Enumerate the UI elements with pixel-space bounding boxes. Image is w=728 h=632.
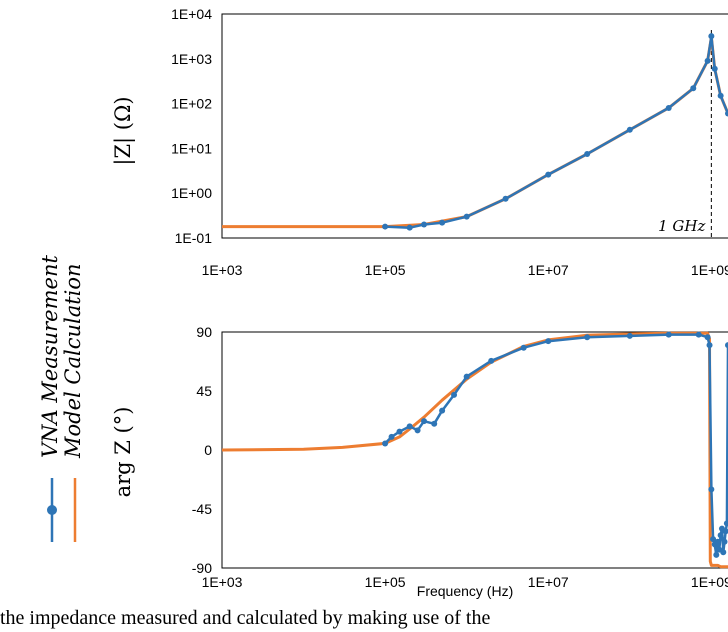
vna-measurement-point bbox=[704, 57, 711, 64]
y-tick-label: -90 bbox=[192, 560, 212, 576]
vna-measurement-point bbox=[706, 342, 713, 349]
vna-measurement-point bbox=[421, 221, 428, 228]
top-y-axis-label: |Z| (Ω) bbox=[111, 96, 136, 165]
figure-caption-fragment: the impedance measured and calculated by… bbox=[0, 607, 491, 629]
vna-measurement-point bbox=[725, 110, 728, 117]
plot-frame bbox=[221, 13, 728, 239]
model-calculation-line bbox=[222, 331, 728, 569]
y-tick-label: 1E+01 bbox=[171, 140, 212, 156]
vna-measurement-point bbox=[439, 407, 446, 414]
vna-measurement-point bbox=[545, 338, 552, 345]
vna-measurement-point bbox=[431, 420, 438, 427]
model-calculation-line bbox=[222, 35, 728, 229]
vna-measurement-point bbox=[406, 224, 413, 231]
vna-measurement-point bbox=[713, 551, 720, 558]
vna-measurement-point bbox=[721, 538, 728, 545]
vna-measurement-point bbox=[708, 33, 715, 40]
y-tick-label: 1E-01 bbox=[175, 230, 213, 246]
y-tick-label: 1E+03 bbox=[171, 51, 212, 67]
vna-measurement-point bbox=[626, 332, 633, 339]
vna-measurement-point bbox=[665, 104, 672, 111]
vna-measurement-point bbox=[382, 223, 389, 230]
y-tick-label: 90 bbox=[196, 324, 212, 340]
x-tick-label: 1E+09 bbox=[691, 574, 728, 590]
vna-measurement-point bbox=[626, 126, 633, 133]
x-tick-label: 1E+05 bbox=[365, 574, 406, 590]
y-tick-label: 1E+02 bbox=[171, 96, 212, 112]
legend-label-measurement: VNA Measurement bbox=[38, 255, 62, 458]
x-tick-label: 1E+03 bbox=[202, 262, 243, 278]
x-tick-label: 1E+03 bbox=[202, 574, 243, 590]
vna-measurement-point bbox=[520, 344, 527, 351]
vna-measurement-point bbox=[708, 486, 715, 493]
x-axis-label: Frequency (Hz) bbox=[417, 583, 513, 599]
y-tick-label: 1E+00 bbox=[171, 185, 212, 201]
vna-measurement-point bbox=[502, 195, 509, 202]
legend-label-model: Model Calculation bbox=[61, 263, 85, 459]
y-tick-label: 1E+04 bbox=[171, 6, 212, 22]
vna-measurement-line bbox=[384, 333, 728, 557]
y-tick-label: -45 bbox=[192, 501, 212, 517]
vna-measurement-point bbox=[584, 150, 591, 157]
vna-measurement-point bbox=[714, 538, 721, 545]
vna-measurement-point bbox=[451, 391, 458, 398]
vna-measurement-point bbox=[720, 549, 727, 556]
legend-item-model: Model Calculation bbox=[61, 263, 85, 542]
vna-measurement-point bbox=[584, 334, 591, 341]
vna-measurement-point bbox=[717, 92, 724, 99]
vna-measurement-line bbox=[385, 34, 728, 229]
vna-measurement-point bbox=[421, 418, 428, 425]
vna-measurement-point bbox=[414, 427, 421, 434]
legend: VNA Measurement Model Calculation bbox=[38, 255, 85, 542]
legend-measurement-marker-icon bbox=[47, 505, 57, 515]
vna-measurement-point bbox=[690, 85, 697, 92]
legend-item-measurement: VNA Measurement bbox=[38, 255, 62, 542]
y-tick-label: 0 bbox=[204, 442, 212, 458]
vna-measurement-point bbox=[463, 373, 470, 380]
vna-measurement-point bbox=[488, 357, 495, 364]
x-tick-label: 1E+07 bbox=[528, 262, 569, 278]
vna-measurement-point bbox=[704, 334, 711, 341]
vna-measurement-point bbox=[396, 428, 403, 435]
x-tick-label: 1E+07 bbox=[528, 574, 569, 590]
x-tick-label: 1E+05 bbox=[365, 262, 406, 278]
vna-measurement-point bbox=[722, 528, 728, 535]
bottom-y-axis-label: arg Z (°) bbox=[111, 407, 135, 498]
x-tick-label: 1E+09 bbox=[691, 262, 728, 278]
magnitude-plot: 1E-01 1E+00 1E+01 1E+02 1E+03 1E+04 1E+03 1E+05… bbox=[171, 6, 728, 278]
vna-measurement-point bbox=[388, 433, 395, 440]
vna-measurement-point bbox=[406, 423, 413, 430]
vna-measurement-point bbox=[725, 342, 728, 349]
vna-measurement-point bbox=[463, 213, 470, 220]
vna-measurement-point bbox=[695, 331, 702, 338]
vna-measurement-point bbox=[711, 65, 718, 72]
vna-measurement-point bbox=[723, 520, 728, 527]
y-tick-label: 45 bbox=[196, 383, 212, 399]
vna-measurement-point bbox=[382, 440, 389, 447]
vna-measurement-point bbox=[545, 171, 552, 178]
vna-measurement-point bbox=[439, 219, 446, 226]
vna-measurement-point bbox=[665, 331, 672, 338]
impedance-chart: VNA Measurement Model Calculation |Z| (Ω… bbox=[38, 6, 728, 599]
vna-measurement-point bbox=[710, 536, 717, 543]
annotation-label: 1 GHz bbox=[658, 217, 705, 235]
vna-measurement-point bbox=[717, 532, 724, 539]
